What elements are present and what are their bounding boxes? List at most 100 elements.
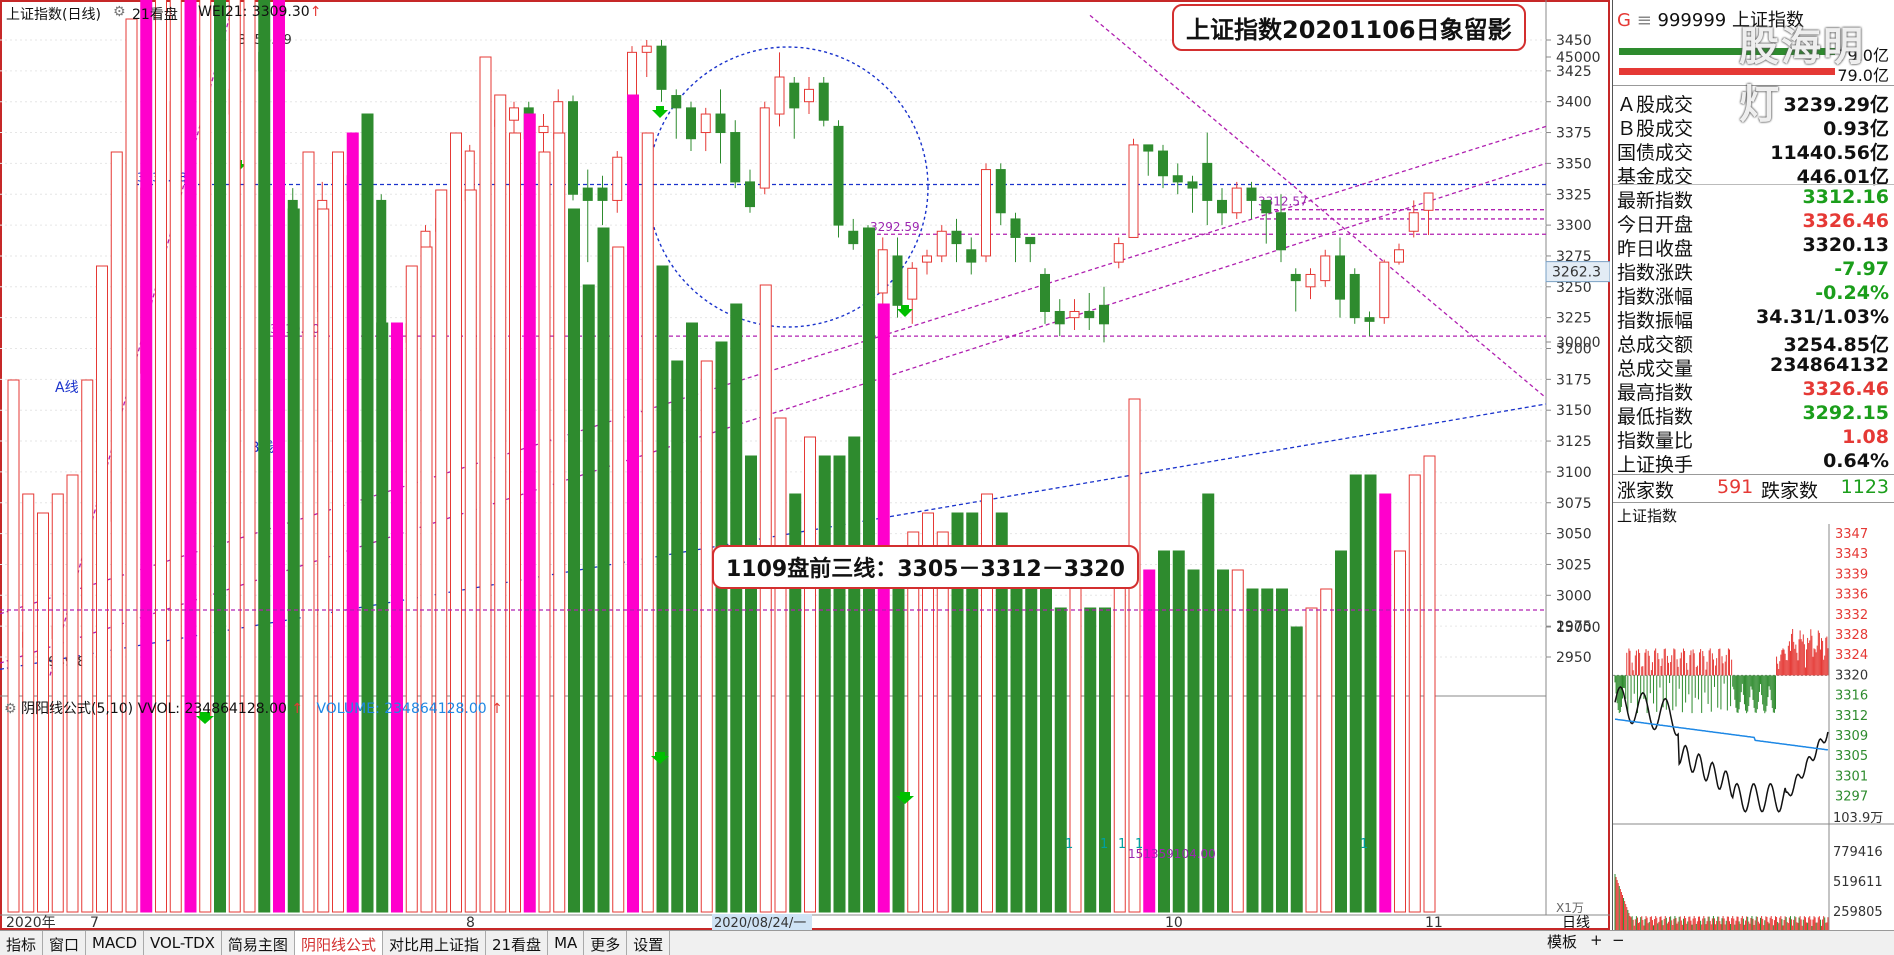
wei-value: WEI21: 3309.30 <box>198 4 310 20</box>
volume-bar <box>155 0 167 913</box>
candle-body <box>1099 304 1109 325</box>
quote-value: 1.08 <box>1842 426 1889 448</box>
tab-9[interactable]: 更多 <box>584 931 628 955</box>
trendline-middle <box>0 162 1547 664</box>
quote-value: 3326.46 <box>1802 210 1889 232</box>
tab-10[interactable]: 设置 <box>627 931 671 955</box>
tab-2[interactable]: MACD <box>86 931 144 955</box>
intraday-chart[interactable]: 3347 3343 3339 3336 3332 3328 3324 3320 3316 3312… <box>1613 524 1894 944</box>
quote-value: 11440.56亿 <box>1770 142 1889 164</box>
quote-row: 指数量比 1.08 <box>1613 426 1894 452</box>
quote-row: 上证换手 0.64% <box>1613 450 1894 476</box>
settings-gear-icon[interactable]: ⚙ <box>4 701 17 717</box>
tab-7[interactable]: 21看盘 <box>486 931 549 955</box>
volume-bar <box>833 455 846 913</box>
candle-body <box>538 125 549 134</box>
title-callout: 上证指数20201106日象留影 <box>1172 4 1526 51</box>
volume-bar <box>951 512 964 913</box>
volume-bar <box>995 512 1008 913</box>
zoom-out-button[interactable]: − <box>1612 931 1625 949</box>
price-tick-label: 3350 <box>1556 156 1592 172</box>
candle-body <box>1158 150 1168 177</box>
intraday-tick-label: 3347 <box>1835 527 1868 542</box>
menu-icon[interactable]: ≡ <box>1636 10 1652 31</box>
tab-6[interactable]: 对比用上证指 <box>383 931 486 955</box>
candle-body <box>951 230 962 245</box>
candle-body <box>818 82 829 121</box>
candle-body <box>1054 310 1065 325</box>
candle-body <box>686 107 696 140</box>
quote-row: 总成交量 234864132 <box>1613 354 1894 380</box>
quote-value: 234864132 <box>1770 354 1889 376</box>
candle-body <box>936 230 947 257</box>
tab-1[interactable]: 窗口 <box>43 931 87 955</box>
price-tick-label: 3100 <box>1556 465 1592 481</box>
volume-tick-label: 45000 <box>1556 50 1601 66</box>
tab-0[interactable]: 指标 <box>0 931 44 955</box>
candle-body <box>1320 255 1331 282</box>
tab-5[interactable]: 阴阳线公式 <box>294 931 383 955</box>
volume-bar <box>1099 607 1111 913</box>
quote-label: Ａ股成交 <box>1617 94 1694 116</box>
template-button[interactable]: 模板 <box>1547 933 1578 951</box>
volume-bar <box>804 436 816 913</box>
current-price-tag <box>1545 261 1610 283</box>
period-label[interactable]: 日线 <box>1562 915 1590 931</box>
volume-bar <box>568 208 580 913</box>
zoom-in-button[interactable]: + <box>1590 931 1603 949</box>
candle-body <box>671 95 682 109</box>
price-tick-label: 3125 <box>1556 434 1592 450</box>
quote-value: 34.31/1.03% <box>1756 306 1889 328</box>
volume-one-marker: 1 <box>1100 837 1108 852</box>
volume-bar <box>1143 569 1156 913</box>
volume-bar <box>759 284 772 913</box>
intraday-tick-label: 3324 <box>1835 648 1868 663</box>
volume-one-marker: 1 <box>1118 837 1126 852</box>
volume-bar <box>317 208 330 913</box>
quote-value: 446.01亿 <box>1796 166 1889 188</box>
candle-body <box>1423 192 1434 211</box>
intraday-tick-label: 3297 <box>1835 790 1868 805</box>
volume-bar <box>1128 398 1141 913</box>
candle-body <box>804 88 814 103</box>
volume-bar <box>420 246 433 913</box>
candle-body <box>759 107 770 189</box>
volume-bar <box>450 132 462 913</box>
volume-bar <box>376 322 389 913</box>
tab-8[interactable]: MA <box>548 931 585 955</box>
settings-gear-icon[interactable]: ⚙ <box>113 4 126 20</box>
intraday-tick-label: 3309 <box>1835 729 1868 744</box>
candle-body <box>1069 310 1080 319</box>
quote-label: 总成交额 <box>1617 334 1694 356</box>
volume-bar <box>523 113 536 913</box>
volume-bar <box>140 0 153 913</box>
tab-4[interactable]: 简易主图 <box>222 931 295 955</box>
candle-body <box>1261 199 1272 214</box>
up-arrow-icon: ↑ <box>291 701 304 717</box>
kline-chart[interactable]: 3458.792949.853332.883210.103292.593312.… <box>0 0 1610 930</box>
breadth-row: 涨家数 591 跌家数 1123 <box>1613 476 1894 502</box>
candle-body <box>509 107 519 121</box>
volume-bar <box>597 227 610 913</box>
price-tick-label: 3175 <box>1556 372 1592 388</box>
time-axis-month: 7 <box>90 915 99 930</box>
bottom-tabbar: 指标 窗口 MACD VOL-TDX 简易主图 阴阳线公式 对比用上证指 21看盘 MA 更多 设置 <box>0 930 1894 955</box>
quote-value: 3239.29亿 <box>1783 94 1889 116</box>
price-tick-label: 2950 <box>1556 650 1592 666</box>
candle-body <box>1217 199 1227 214</box>
candle-body <box>1202 162 1213 201</box>
volume-bar <box>612 246 625 913</box>
volume-bar <box>627 94 639 913</box>
volume-bar <box>464 189 477 913</box>
volume-bar <box>1320 588 1333 913</box>
tab-3[interactable]: VOL-TDX <box>144 931 222 955</box>
candle-body <box>1128 144 1139 238</box>
volume-bar <box>169 0 182 913</box>
volume-bar <box>641 132 654 913</box>
candle-body <box>1305 273 1316 288</box>
intraday-vol-tick: 259805 <box>1833 905 1883 920</box>
candle-body <box>1084 310 1095 319</box>
time-axis-year: 2020年 <box>6 915 56 930</box>
volume-bar <box>922 512 934 913</box>
